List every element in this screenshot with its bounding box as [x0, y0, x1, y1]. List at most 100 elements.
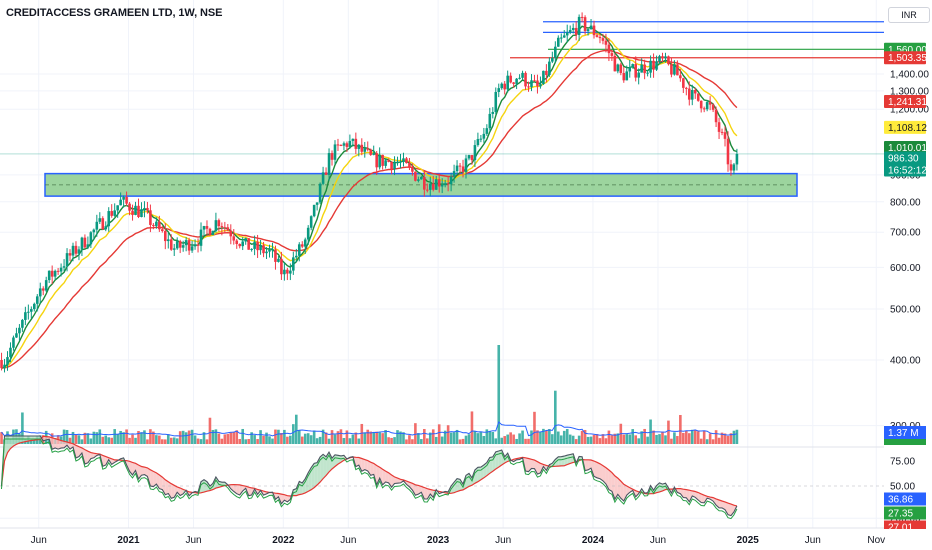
volume-bar	[74, 434, 78, 444]
price-badge-label: 1,010.01	[888, 143, 927, 154]
candle-body	[372, 153, 376, 155]
volume-bar	[312, 430, 316, 444]
candle-body	[521, 72, 524, 78]
candle-body	[592, 25, 596, 36]
candle-body	[702, 108, 706, 110]
volume-bar	[155, 435, 158, 444]
candle-body	[161, 229, 164, 232]
rsi-fill	[323, 454, 327, 479]
candle-body	[247, 238, 250, 250]
candle-body	[601, 38, 605, 41]
volume-bar	[256, 439, 259, 444]
volume-bar	[449, 432, 453, 444]
candle-body	[303, 239, 307, 247]
candle-body	[512, 82, 515, 84]
time-tick: Jun	[340, 535, 356, 546]
candle-body	[217, 220, 221, 227]
candle-body	[705, 102, 709, 110]
rsi-fill	[605, 467, 609, 490]
price-tick: 500.00	[890, 305, 921, 316]
volume-bar	[289, 435, 292, 444]
rsi-fill	[171, 483, 175, 499]
candle-body	[452, 171, 456, 177]
candle-body	[140, 209, 143, 218]
rsi-smooth-line	[1, 438, 738, 520]
volume-bar	[488, 431, 492, 444]
volume-bar	[214, 429, 218, 444]
candle-body	[536, 80, 539, 87]
candle-body	[461, 166, 465, 173]
candle-body	[199, 229, 203, 246]
volume-bar	[297, 430, 301, 444]
rsi-fill	[58, 439, 62, 450]
rsi-fill	[236, 484, 240, 495]
time-tick: 2021	[117, 535, 140, 546]
rsi-fill	[692, 490, 696, 498]
volume-bar	[193, 435, 197, 444]
candle-body	[330, 153, 334, 160]
rsi-fill	[320, 454, 324, 483]
candle-body	[253, 241, 256, 249]
volume-bar	[315, 438, 319, 444]
volume-bars	[0, 345, 739, 444]
rsi-fill	[567, 454, 571, 465]
time-tick: 2024	[582, 535, 605, 546]
rsi-fill	[689, 490, 693, 502]
candle-body	[262, 245, 265, 254]
price-badge-label: 986.30	[888, 153, 919, 164]
candle-body	[673, 64, 676, 75]
candle-body	[122, 196, 125, 200]
rsi-fill	[596, 462, 600, 479]
candle-body	[312, 204, 316, 217]
volume-bar	[735, 429, 739, 444]
volume-bar	[116, 433, 119, 444]
candle-body	[667, 56, 670, 65]
time-tick: Jun	[495, 535, 511, 546]
volume-bar	[720, 432, 724, 444]
volume-bar	[351, 434, 355, 444]
volume-bar	[503, 436, 507, 444]
candle-body	[187, 240, 191, 251]
volume-bar	[345, 430, 349, 444]
currency-button[interactable]: INR	[888, 7, 930, 23]
volume-bar	[411, 439, 414, 444]
volume-bar	[479, 432, 483, 444]
candle-body	[610, 53, 614, 56]
candle-body	[402, 158, 405, 162]
rsi-ma-line	[0, 435, 738, 507]
candle-body	[9, 347, 12, 358]
rsi-fill	[528, 458, 532, 472]
time-tick: Jun	[31, 535, 47, 546]
rsi-fill	[16, 436, 20, 445]
candle-body	[47, 270, 51, 281]
volume-bar	[98, 429, 102, 444]
rsi-tick: 75.00	[890, 457, 915, 468]
candle-body	[491, 111, 495, 114]
volume-bar	[530, 430, 533, 444]
volume-bar	[664, 435, 667, 444]
rsi-fill	[248, 487, 252, 496]
volume-bar	[696, 431, 700, 444]
volume-bar	[0, 432, 3, 444]
volume-bar	[199, 439, 203, 444]
candle-body	[378, 154, 381, 168]
candle-body	[625, 71, 629, 81]
candle-body	[30, 309, 33, 312]
candle-body	[708, 102, 712, 105]
rsi-fill	[570, 453, 574, 464]
time-axis-bg	[0, 529, 932, 550]
candle-body	[455, 165, 459, 172]
candle-body	[509, 75, 512, 83]
candle-body	[107, 211, 111, 227]
rsi-fill	[376, 465, 380, 485]
rsi-fill	[358, 457, 362, 472]
rsi-fill	[495, 450, 499, 470]
volume-bar	[104, 435, 108, 444]
candle-body	[571, 27, 575, 30]
candle-body	[637, 72, 640, 78]
volume-bar	[89, 438, 93, 444]
candle-body	[53, 270, 57, 277]
candle-body	[32, 303, 36, 310]
candle-body	[720, 131, 724, 133]
